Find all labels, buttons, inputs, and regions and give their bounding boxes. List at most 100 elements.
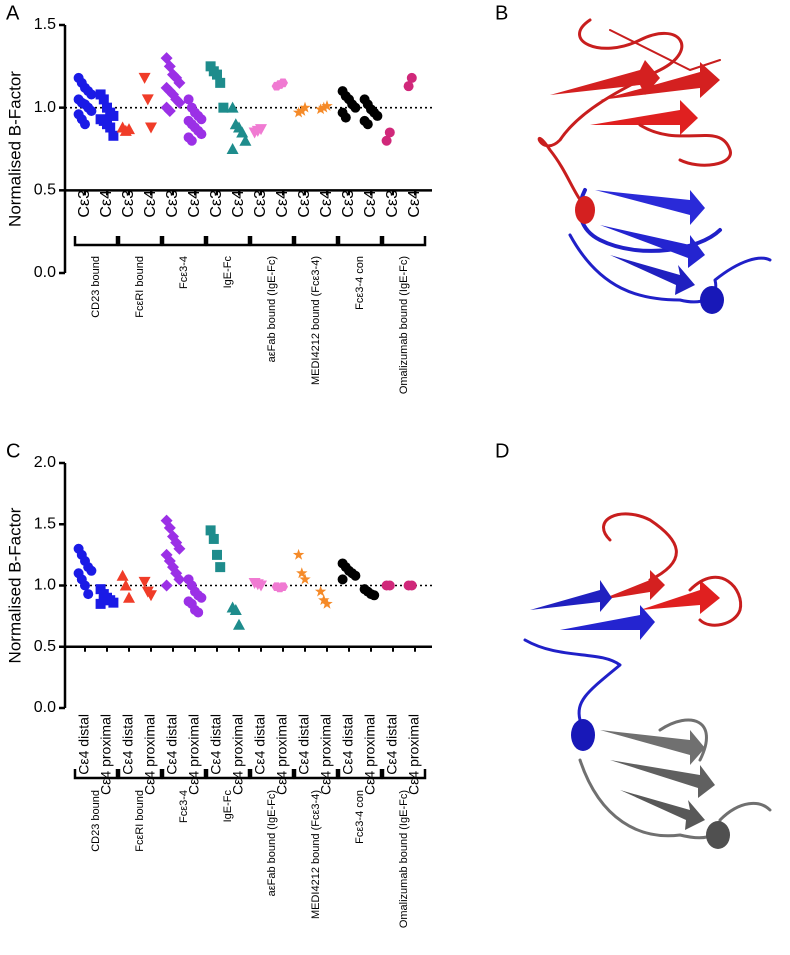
x-tick-label: Cε4 proximal	[142, 714, 158, 795]
data-point	[215, 77, 226, 88]
group-label: Fcε3-4 con	[354, 790, 366, 844]
data-point	[318, 594, 330, 606]
data-point	[105, 122, 116, 133]
data-point	[123, 123, 135, 135]
group-bracket	[73, 236, 119, 247]
panel-label: A	[6, 2, 20, 24]
group-bracket	[249, 236, 295, 247]
group-label: MEDI4212 bound (Fcε3-4)	[310, 256, 322, 385]
x-tick-label: Cε4 distal	[296, 714, 312, 775]
data-point	[406, 580, 417, 591]
y-tick-label: 0.5	[34, 182, 56, 199]
y-tick-label: 0.0	[34, 699, 56, 716]
data-point	[86, 89, 97, 100]
group-label: CD23 bound	[90, 256, 102, 318]
x-tick-label: Cε3	[208, 190, 225, 218]
data-point	[141, 94, 154, 106]
group-label: FcεRI bound	[134, 256, 146, 318]
group-label: IgE-Fc	[222, 256, 234, 289]
data-point	[384, 127, 395, 138]
data-point	[350, 102, 361, 113]
x-tick-label: Cε4	[186, 190, 203, 218]
group-bracket	[381, 769, 427, 780]
group-label: Omalizumab bound (IgE-Fc)	[398, 256, 410, 394]
y-tick-label: 2.0	[34, 454, 56, 471]
x-tick-label: Cε4 distal	[340, 714, 356, 775]
data-point	[160, 579, 173, 592]
data-point	[381, 135, 392, 146]
x-tick-label: Cε4 proximal	[98, 714, 114, 795]
group-label: MEDI4212 bound (Fcε3-4)	[310, 790, 322, 919]
data-point	[196, 129, 207, 140]
x-tick-label: Cε4 distal	[252, 714, 268, 775]
group-bracket	[337, 236, 383, 247]
group-bracket	[161, 236, 207, 247]
group-label: Fcε3-4 con	[354, 256, 366, 310]
data-point	[299, 573, 311, 585]
data-point	[321, 100, 333, 111]
group-bracket	[381, 236, 427, 247]
data-point	[208, 533, 219, 544]
group-label: Omalizumab bound (IgE-Fc)	[398, 790, 410, 928]
group-label: Fcε3-4	[178, 790, 190, 823]
group-label: aεFab bound (IgE-Fc)	[266, 790, 278, 896]
data-point	[372, 110, 383, 121]
x-tick-label: Cε4	[362, 190, 379, 218]
y-tick-label: 1.0	[34, 99, 56, 116]
group-bracket	[73, 769, 119, 780]
x-tick-label: Cε4	[98, 190, 115, 218]
data-point	[145, 590, 157, 602]
x-tick-label: Cε3	[340, 190, 357, 218]
group-bracket	[337, 769, 383, 780]
data-point	[403, 81, 414, 92]
x-tick-label: Cε4 distal	[384, 714, 400, 775]
data-point	[350, 570, 361, 581]
data-point	[236, 126, 249, 138]
group-bracket	[205, 236, 251, 247]
data-point	[108, 110, 119, 121]
group-bracket	[117, 236, 163, 247]
x-tick-label: Cε4 distal	[120, 714, 136, 775]
x-tick-label: Cε4 proximal	[318, 714, 334, 795]
panel-label: B	[495, 2, 508, 24]
data-point	[296, 104, 308, 116]
data-point	[196, 592, 207, 603]
x-tick-label: Cε4	[142, 190, 159, 218]
x-tick-label: Cε4	[230, 190, 247, 218]
data-point	[83, 589, 94, 600]
y-tick-label: 1.0	[34, 577, 56, 594]
data-point	[215, 562, 226, 573]
group-label: aεFab bound (IgE-Fc)	[266, 256, 278, 362]
panel-label: D	[495, 440, 509, 462]
data-point	[340, 112, 351, 123]
data-point	[108, 130, 119, 141]
data-point	[116, 569, 129, 581]
data-point	[255, 124, 267, 136]
data-point	[205, 525, 216, 536]
group-label: CD23 bound	[90, 790, 102, 852]
data-point	[123, 591, 135, 603]
data-point	[173, 76, 186, 89]
data-point	[119, 579, 132, 591]
x-tick-label: Cε4 distal	[208, 714, 224, 775]
y-axis-label: Normalised B-Factor	[5, 71, 24, 227]
data-point	[98, 595, 109, 606]
data-point	[196, 114, 207, 125]
group-bracket	[293, 236, 339, 247]
y-axis-label: Normalised B-Factor	[5, 507, 24, 663]
data-point	[406, 72, 417, 83]
data-point	[218, 102, 229, 113]
data-point	[183, 94, 194, 105]
x-tick-label: Cε3	[120, 190, 137, 218]
x-tick-label: Cε3	[76, 190, 93, 218]
x-tick-label: Cε4 proximal	[362, 714, 378, 795]
data-point	[292, 106, 305, 118]
x-tick-label: Cε4	[318, 190, 335, 218]
data-point	[278, 582, 288, 592]
group-bracket	[249, 769, 295, 780]
data-point	[321, 597, 333, 609]
group-bracket	[117, 769, 163, 780]
data-point	[314, 585, 327, 597]
x-tick-label: Cε4 proximal	[186, 714, 202, 795]
